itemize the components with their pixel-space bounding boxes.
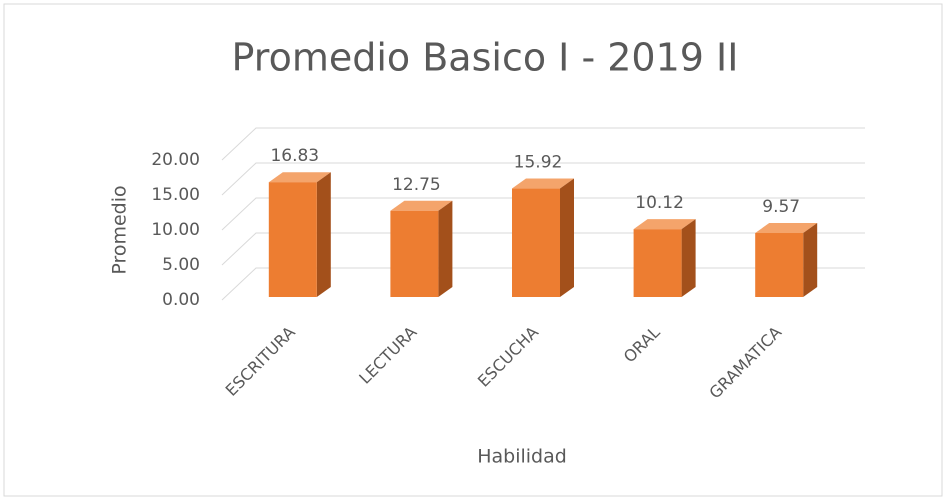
bar-top [633, 219, 696, 230]
bar-side [438, 200, 453, 297]
grid-line [221, 127, 865, 161]
data-label: 10.12 [635, 193, 684, 213]
bar-side [560, 178, 574, 297]
bar-side [681, 219, 696, 297]
bar-top [755, 223, 818, 234]
y-tick-label: 0.00 [162, 290, 200, 310]
bar [755, 233, 804, 297]
x-axis-title: Habilidad [477, 446, 567, 468]
bar-top [268, 172, 331, 183]
bar [390, 210, 439, 297]
bar [268, 182, 317, 297]
data-label: 15.92 [514, 153, 563, 173]
bar-top [390, 200, 453, 211]
y-tick-label: 10.00 [151, 220, 200, 240]
bar-side [803, 223, 818, 297]
y-tick-label: 20.00 [151, 150, 200, 170]
bar [633, 229, 682, 297]
bar-top [512, 178, 574, 189]
y-tick-label: 15.00 [151, 185, 200, 205]
y-tick-label: 5.00 [162, 255, 200, 275]
bar-side [316, 172, 331, 297]
grid-line [221, 162, 865, 196]
chart-title: Promedio Basico I - 2019 II [232, 36, 739, 80]
data-label: 9.57 [762, 197, 800, 217]
grid-line [221, 197, 865, 231]
y-axis-title: Promedio [109, 185, 131, 274]
data-label: 16.83 [270, 146, 319, 166]
data-label: 12.75 [392, 175, 441, 195]
bar [512, 188, 560, 297]
